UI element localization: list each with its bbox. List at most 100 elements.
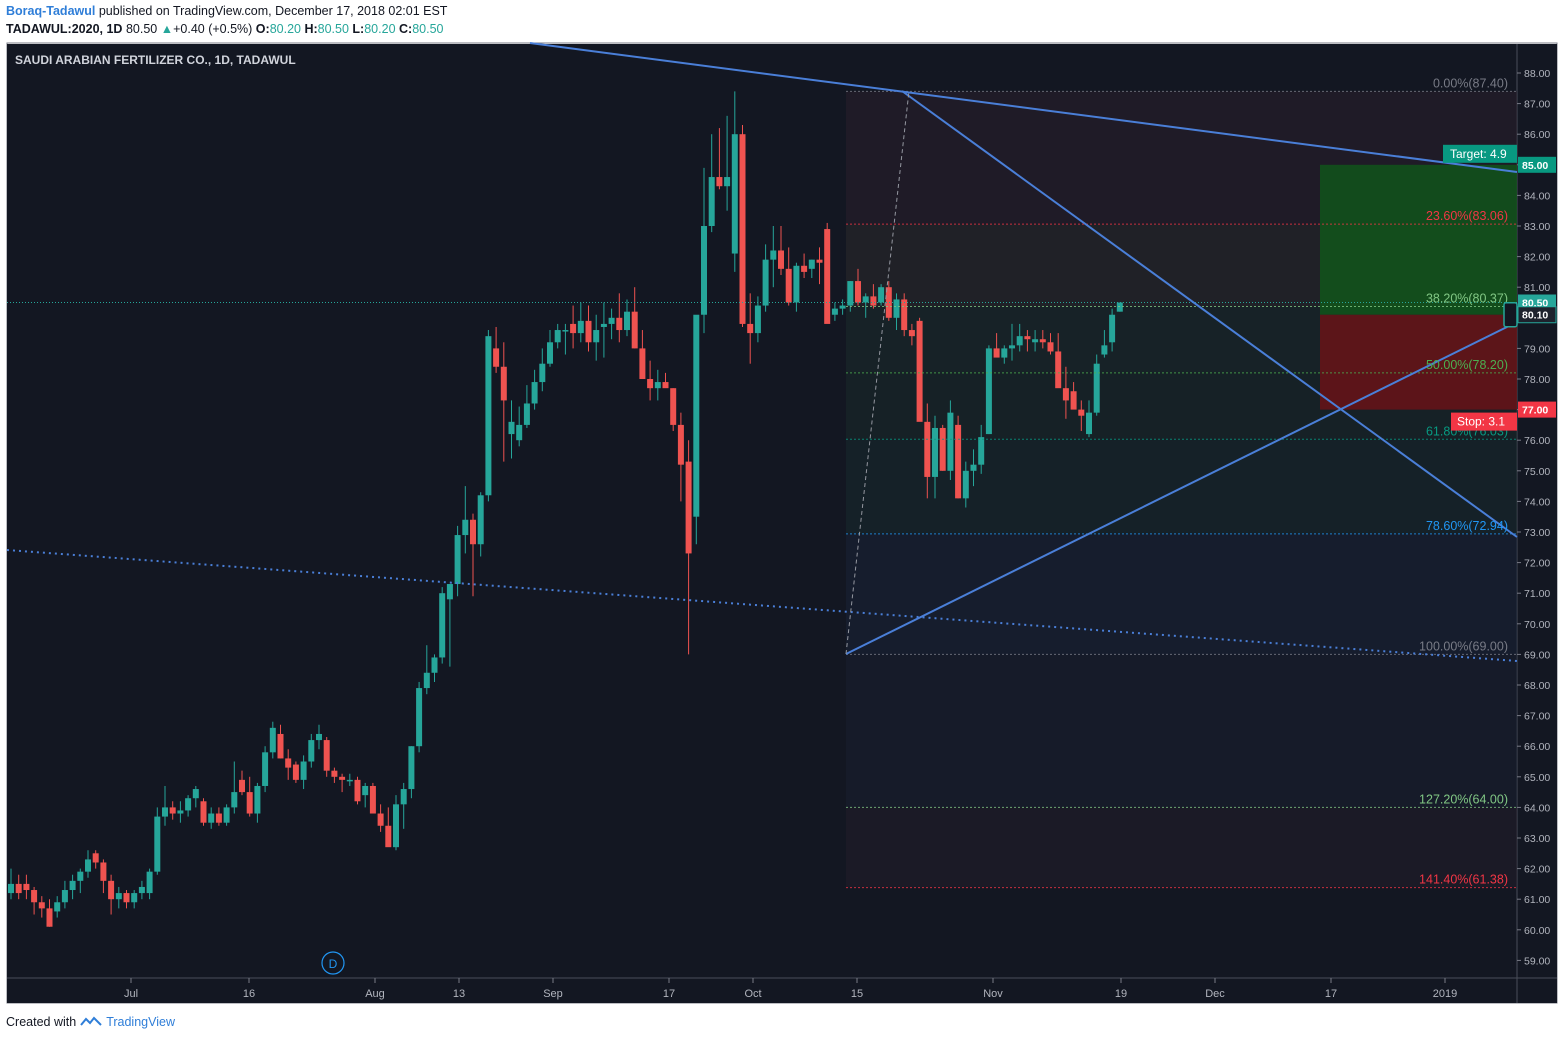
candle-body [131, 893, 138, 903]
candle-body [816, 259, 823, 263]
candle-body [54, 902, 61, 912]
candle-body [1109, 314, 1116, 343]
candle-body [77, 871, 84, 881]
price-tick-label: 67.00 [1524, 711, 1550, 723]
candle-body [593, 330, 600, 343]
candle-body [85, 859, 91, 872]
candle-body [223, 807, 230, 823]
open-value: 80.20 [269, 22, 301, 36]
candle-body [570, 323, 577, 334]
candle-body [708, 177, 715, 226]
stop-label: Stop: 3.1 [1457, 415, 1505, 429]
candle-body [523, 403, 530, 425]
candle-body [416, 688, 423, 747]
candle-body [339, 776, 346, 780]
price-tick-label: 68.00 [1524, 680, 1550, 692]
candle-body [8, 883, 14, 894]
last-price: 80.50 [125, 22, 158, 36]
price-change: +0.40 (+0.5%) [173, 22, 253, 36]
price-tick-label: 82.00 [1524, 252, 1550, 264]
candle-body [162, 807, 168, 817]
candle-body [600, 323, 607, 327]
price-tick-label: 79.00 [1524, 343, 1550, 355]
candle-body [932, 427, 938, 477]
stop-price-tag [1518, 401, 1556, 418]
up-arrow-icon: ▲ [160, 22, 174, 36]
candle-body [69, 880, 76, 891]
high-value: 80.50 [317, 22, 349, 36]
candle-body [15, 883, 22, 894]
time-tick-label: 19 [1115, 988, 1127, 1000]
candle-body [539, 363, 546, 383]
candle-body [431, 657, 438, 673]
candle-body [885, 287, 892, 318]
candle-body [970, 464, 977, 471]
author-link[interactable]: Boraq-Tadawul [6, 4, 96, 18]
candle-body [778, 250, 784, 269]
candle-body [31, 890, 38, 903]
footer: Created with TradingView [6, 1015, 175, 1029]
time-tick-label: Oct [744, 988, 761, 1000]
candle-body [770, 250, 777, 260]
chart-title: SAUDI ARABIAN FERTILIZER CO., 1D, TADAWU… [15, 53, 296, 67]
high-label: H: [304, 22, 318, 36]
candle-body [385, 825, 392, 848]
candle-body [462, 519, 469, 536]
price-tick-label: 60.00 [1524, 925, 1550, 937]
fib-level-label: 78.60%(72.94) [1426, 519, 1508, 533]
fib-level-label: 100.00%(69.00) [1419, 639, 1508, 653]
candle-body [554, 330, 561, 343]
candle-body [685, 461, 692, 554]
candle-body [516, 424, 523, 441]
symbol-info: TADAWUL:2020, 1D 80.50 ▲+0.40 (+0.5%) O:… [6, 22, 443, 36]
candle-body [978, 437, 985, 465]
target-zone [1320, 164, 1517, 315]
price-tick-label: 88.00 [1524, 68, 1550, 80]
candle-body [1093, 363, 1100, 413]
candle-body [200, 801, 207, 823]
price-axis[interactable] [1517, 44, 1557, 1003]
candle-body [731, 134, 738, 254]
candle-body [138, 886, 145, 894]
candle-body [331, 770, 338, 777]
price-tick-label: 83.00 [1524, 221, 1550, 233]
fib-band [846, 439, 1517, 534]
target-label-box [1443, 144, 1517, 163]
candle-body [493, 348, 500, 367]
candle-body [231, 792, 238, 808]
time-axis[interactable] [7, 978, 1517, 1003]
candle-body [346, 779, 353, 782]
candle-body [631, 311, 638, 349]
time-tick-label: 17 [663, 988, 675, 1000]
candle-body [831, 308, 838, 315]
candle-body [962, 470, 969, 499]
candle-body [354, 779, 361, 802]
candle-body [215, 813, 222, 823]
candle-body [693, 314, 700, 517]
ascending-trendline [845, 321, 1518, 655]
price-tick-label: 69.00 [1524, 649, 1550, 661]
price-tick-label: 59.00 [1524, 955, 1550, 967]
candle-body [1055, 351, 1062, 389]
candle-body [115, 893, 122, 900]
candle-body [670, 388, 677, 425]
candle-body [38, 902, 45, 909]
candle-body [262, 752, 269, 786]
candle-body [208, 813, 215, 823]
entry-label-box [1503, 301, 1518, 328]
candle-body [754, 305, 761, 334]
published-text: published on TradingView.com, December 1… [98, 4, 448, 18]
fib-level-label: 127.20%(64.00) [1419, 792, 1508, 806]
price-tick-label: 72.00 [1524, 558, 1550, 570]
candle-body [1039, 339, 1046, 343]
fib-level-label: 38.20%(80.37) [1426, 291, 1508, 305]
stop-zone [1320, 314, 1517, 410]
candle-body [1062, 388, 1069, 401]
candle-body [562, 330, 569, 332]
candle-body [477, 495, 484, 545]
candle-body [292, 764, 299, 780]
tradingview-brand[interactable]: TradingView [106, 1015, 175, 1029]
candle-body [277, 733, 284, 759]
close-value: 80.50 [412, 22, 444, 36]
